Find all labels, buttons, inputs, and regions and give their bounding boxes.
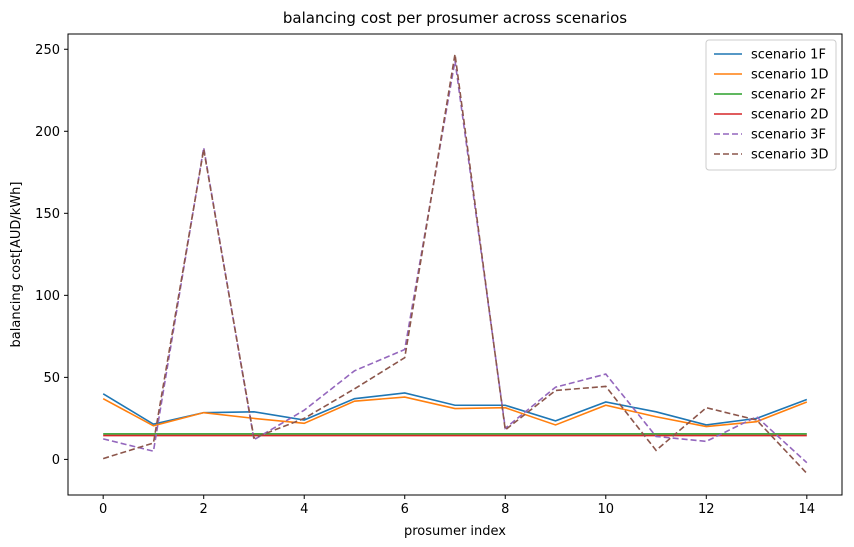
series-line-scenario-1d <box>102 396 808 428</box>
x-tick-label: 4 <box>300 502 308 517</box>
legend-entry: scenario 1D <box>751 68 828 83</box>
legend-entry: scenario 3F <box>751 128 826 143</box>
y-tick-label: 150 <box>35 207 60 222</box>
x-tick-label: 2 <box>200 502 208 517</box>
legend: scenario 1F scenario 1D scenario 2F scenari… <box>705 39 837 171</box>
y-tick-label: 250 <box>35 43 60 58</box>
legend-entry: scenario 2D <box>751 108 828 123</box>
legend-box <box>705 39 837 171</box>
x-axis-label: prosumer index <box>404 524 506 539</box>
series-line-scenario-3f <box>102 60 808 464</box>
legend-entry: scenario 2F <box>751 88 826 103</box>
y-tick-label: 0 <box>52 453 60 468</box>
y-axis: 0 50 100 150 200 250 <box>35 43 68 468</box>
x-tick-label: 6 <box>401 502 409 517</box>
x-tick-label: 10 <box>598 502 615 517</box>
series-layer <box>102 54 808 474</box>
y-axis-label: balancing cost[AUD/kWh] <box>9 182 24 348</box>
y-tick-label: 200 <box>35 125 60 140</box>
chart-title: balancing cost per prosumer across scena… <box>283 9 627 27</box>
plot-area <box>67 33 843 496</box>
x-tick-label: 0 <box>99 502 107 517</box>
series-line-scenario-1f <box>102 392 808 426</box>
x-axis: 0 2 4 6 8 10 12 14 <box>99 495 815 517</box>
legend-entry: scenario 3D <box>751 148 828 163</box>
x-tick-label: 8 <box>501 502 509 517</box>
legend-entry: scenario 1F <box>751 48 826 63</box>
x-tick-label: 12 <box>698 502 715 517</box>
y-tick-label: 100 <box>35 289 60 304</box>
x-tick-label: 14 <box>799 502 816 517</box>
y-tick-label: 50 <box>43 371 60 386</box>
series-line-scenario-3d <box>102 54 808 474</box>
